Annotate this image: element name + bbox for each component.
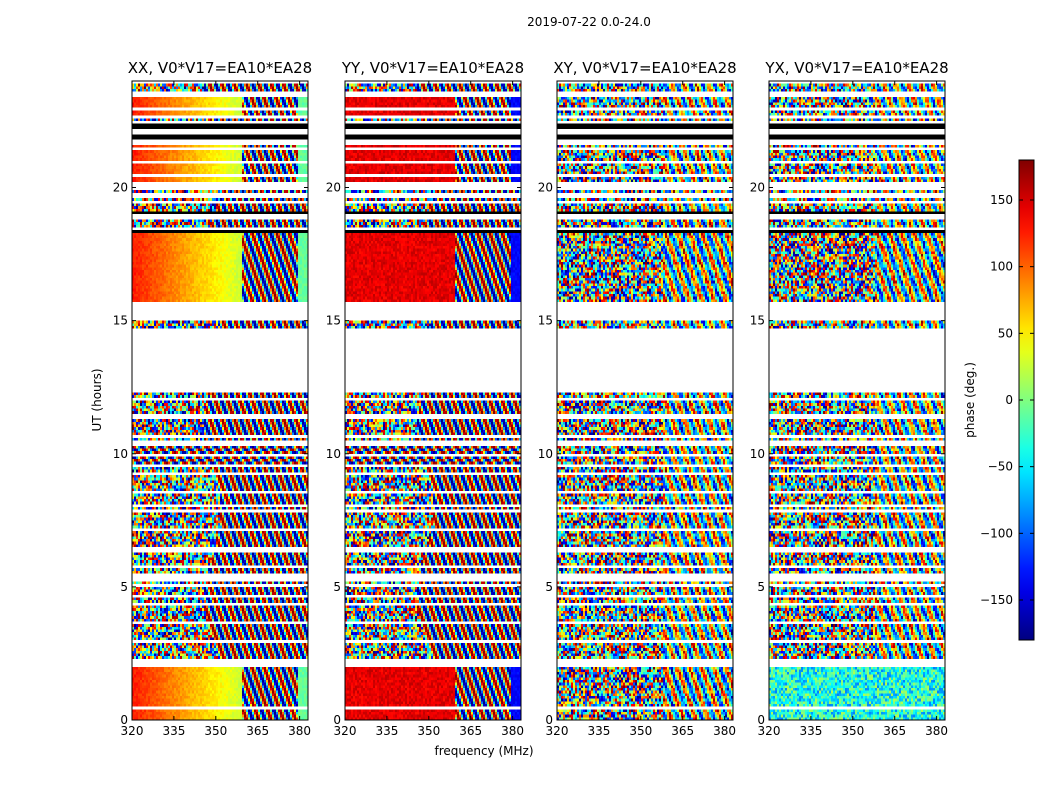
y-tick-label: 10 xyxy=(326,447,341,461)
y-tick-label: 10 xyxy=(750,447,765,461)
colorbar-tick-label: −50 xyxy=(988,460,1013,474)
x-tick-label: 380 xyxy=(288,724,311,738)
x-tick-label: 380 xyxy=(713,724,736,738)
x-tick-label: 335 xyxy=(162,724,185,738)
y-axis-label: UT (hours) xyxy=(90,368,104,431)
colorbar-tick-label: 100 xyxy=(990,260,1013,274)
y-tick-label: 20 xyxy=(538,181,553,195)
colorbar-tick-label: 0 xyxy=(1005,393,1013,407)
y-tick-label: 20 xyxy=(113,181,128,195)
panel-title-xy: XY, V0*V17=EA10*EA28 xyxy=(553,59,736,77)
colorbar-tick-label: 50 xyxy=(998,326,1013,340)
x-tick-label: 350 xyxy=(841,724,864,738)
x-tick-label: 335 xyxy=(375,724,398,738)
x-tick-label: 365 xyxy=(246,724,269,738)
y-tick-label: 0 xyxy=(545,713,553,727)
y-tick-label: 5 xyxy=(120,580,128,594)
colorbar: −150 −100 −50 0 50 100 150 xyxy=(980,160,1034,640)
figure-suptitle: 2019-07-22 0.0-24.0 xyxy=(527,15,651,29)
y-tick-label: 0 xyxy=(757,713,765,727)
y-tick-label: 15 xyxy=(326,314,341,328)
colorbar-tick-label: −100 xyxy=(980,526,1013,540)
panel-title-xx: XX, V0*V17=EA10*EA28 xyxy=(128,59,312,77)
x-tick-label: 335 xyxy=(587,724,610,738)
panel-title-yy: YY, V0*V17=EA10*EA28 xyxy=(341,59,524,77)
y-tick-label: 0 xyxy=(120,713,128,727)
x-tick-label: 365 xyxy=(459,724,482,738)
y-tick-label: 10 xyxy=(538,447,553,461)
x-tick-label: 365 xyxy=(883,724,906,738)
y-tick-label: 15 xyxy=(750,314,765,328)
heatmap-xx xyxy=(132,81,308,720)
y-tick-label: 15 xyxy=(113,314,128,328)
x-tick-label: 335 xyxy=(799,724,822,738)
x-tick-label: 350 xyxy=(417,724,440,738)
y-tick-label: 5 xyxy=(545,580,553,594)
x-tick-label: 380 xyxy=(925,724,948,738)
x-tick-label: 350 xyxy=(204,724,227,738)
x-tick-label: 350 xyxy=(629,724,652,738)
colorbar-tick-label: 150 xyxy=(990,193,1013,207)
colorbar-tick-label: −150 xyxy=(980,593,1013,607)
panel-title-yx: YX, V0*V17=EA10*EA28 xyxy=(764,59,948,77)
y-tick-label: 20 xyxy=(750,181,765,195)
x-axis-label: frequency (MHz) xyxy=(434,744,533,758)
heatmap-xy xyxy=(557,81,733,720)
x-tick-label: 365 xyxy=(671,724,694,738)
y-tick-label: 5 xyxy=(757,580,765,594)
y-tick-label: 0 xyxy=(333,713,341,727)
heatmap-yy xyxy=(345,81,521,720)
heatmap-yx xyxy=(769,81,945,720)
y-tick-label: 15 xyxy=(538,314,553,328)
y-tick-label: 10 xyxy=(113,447,128,461)
x-tick-label: 380 xyxy=(501,724,524,738)
y-tick-label: 20 xyxy=(326,181,341,195)
colorbar-label: phase (deg.) xyxy=(963,362,977,438)
y-tick-label: 5 xyxy=(333,580,341,594)
